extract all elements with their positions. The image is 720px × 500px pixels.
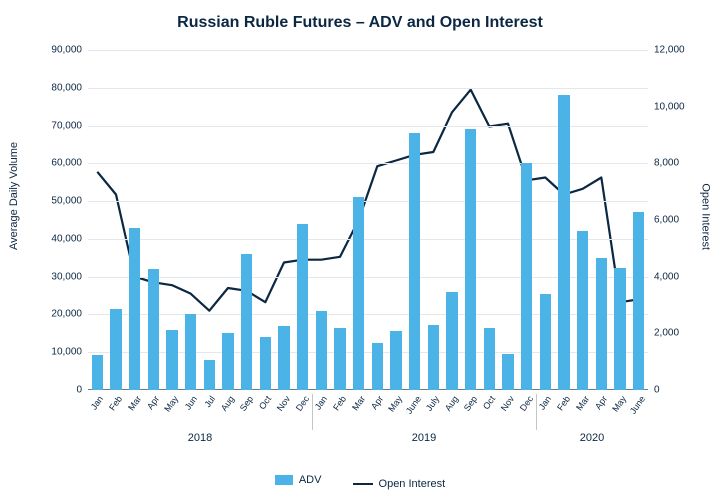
y-left-tick: 90,000 <box>51 45 82 56</box>
bar <box>316 311 328 390</box>
bar <box>110 309 122 390</box>
y-right-label: Open Interest <box>700 183 712 250</box>
x-tick: Oct <box>257 394 273 411</box>
y-left-tick: 70,000 <box>51 120 82 131</box>
y-right-tick: 12,000 <box>654 45 685 56</box>
bar <box>260 337 272 390</box>
y-right-tick: 0 <box>654 385 660 396</box>
x-tick: Aug <box>219 394 236 413</box>
y-left-tick: 60,000 <box>51 158 82 169</box>
x-tick: Sep <box>461 394 478 413</box>
legend-label: Open Interest <box>379 478 446 490</box>
x-tick: Dec <box>293 394 310 413</box>
x-tick: July <box>424 394 441 413</box>
y-right-tick: 8,000 <box>654 158 679 169</box>
x-tick: Apr <box>145 394 161 411</box>
bar <box>540 294 552 390</box>
chart-container: Russian Ruble Futures – ADV and Open Int… <box>0 0 720 500</box>
y-left-tick: 10,000 <box>51 347 82 358</box>
legend-item-adv: ADV <box>275 474 322 486</box>
bar <box>409 133 421 390</box>
bar <box>558 95 570 390</box>
x-tick: Jun <box>182 394 199 412</box>
legend-item-open-interest: Open Interest <box>353 478 446 490</box>
year-label: 2018 <box>188 432 212 444</box>
gridline <box>88 88 648 89</box>
bar <box>577 231 589 390</box>
bar <box>390 331 402 390</box>
bar <box>353 197 365 390</box>
bar <box>446 292 458 390</box>
y-right-tick: 4,000 <box>654 271 679 282</box>
x-tick: May <box>162 394 180 414</box>
x-tick: Nov <box>499 394 516 413</box>
x-tick: Mar <box>574 394 591 412</box>
bar <box>428 325 440 390</box>
bar <box>148 269 160 390</box>
x-tick: Jan <box>89 394 106 412</box>
x-tick: June <box>627 394 646 416</box>
y-left-tick: 0 <box>76 385 82 396</box>
year-separator <box>312 394 313 430</box>
x-tick: Mar <box>350 394 367 412</box>
plot-area: 010,00020,00030,00040,00050,00060,00070,… <box>88 50 648 390</box>
x-tick: Feb <box>555 394 572 412</box>
bar <box>129 228 141 390</box>
y-left-label: Average Daily Volume <box>8 142 20 250</box>
y-left-tick: 40,000 <box>51 233 82 244</box>
bar <box>633 212 645 390</box>
year-label: 2019 <box>412 432 436 444</box>
x-tick: May <box>386 394 404 414</box>
chart-title: Russian Ruble Futures – ADV and Open Int… <box>0 14 720 32</box>
x-tick: Jul <box>203 394 218 409</box>
y-right-tick: 6,000 <box>654 215 679 226</box>
x-tick: Sep <box>237 394 254 413</box>
x-tick: Dec <box>517 394 534 413</box>
gridline <box>88 50 648 51</box>
x-tick: Aug <box>443 394 460 413</box>
year-label: 2020 <box>580 432 604 444</box>
y-left-tick: 20,000 <box>51 309 82 320</box>
x-tick: Mar <box>126 394 143 412</box>
year-separator <box>536 394 537 430</box>
y-left-tick: 30,000 <box>51 271 82 282</box>
x-tick: Feb <box>331 394 348 412</box>
bar <box>241 254 253 390</box>
x-tick: Apr <box>369 394 385 411</box>
x-tick: Jan <box>313 394 330 412</box>
bar-swatch-icon <box>275 475 293 485</box>
bar <box>222 333 234 390</box>
bar <box>334 328 346 390</box>
x-tick: Nov <box>275 394 292 413</box>
x-tick: Feb <box>107 394 124 412</box>
y-left-tick: 80,000 <box>51 82 82 93</box>
bar <box>502 354 514 390</box>
bar <box>166 330 178 390</box>
bar <box>185 314 197 390</box>
line-swatch-icon <box>353 483 373 485</box>
x-tick: Jan <box>537 394 554 412</box>
y-right-tick: 10,000 <box>654 101 685 112</box>
x-tick: Apr <box>593 394 609 411</box>
bar <box>297 224 309 390</box>
legend-label: ADV <box>299 474 322 486</box>
bar <box>614 268 626 390</box>
bar <box>521 163 533 390</box>
x-tick: May <box>610 394 628 414</box>
y-left-tick: 50,000 <box>51 196 82 207</box>
y-right-tick: 2,000 <box>654 328 679 339</box>
bar <box>204 360 216 390</box>
bar <box>484 328 496 390</box>
bar <box>92 355 104 390</box>
bar <box>372 343 384 390</box>
bar <box>465 129 477 390</box>
legend: ADV Open Interest <box>0 474 720 490</box>
bar <box>278 326 290 390</box>
x-tick: June <box>403 394 422 416</box>
x-tick: Oct <box>481 394 497 411</box>
bar <box>596 258 608 390</box>
